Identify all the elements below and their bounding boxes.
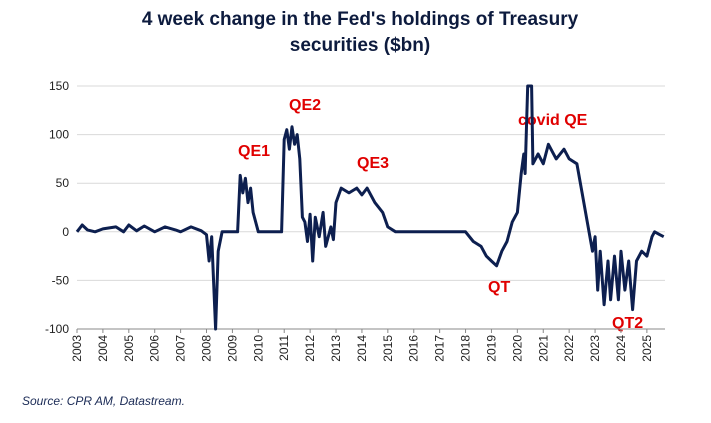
- y-tick-label: 0: [62, 225, 69, 239]
- annotation: QT: [488, 279, 510, 296]
- chart-title: securities ($bn): [290, 35, 430, 56]
- x-tick-label: 2018: [459, 335, 473, 362]
- x-tick-label: 2024: [614, 335, 628, 362]
- x-tick-label: 2009: [225, 335, 239, 362]
- x-tick-label: 2007: [174, 335, 188, 362]
- annotation: QT2: [612, 315, 643, 332]
- x-tick-label: 2023: [588, 335, 602, 362]
- x-tick-label: 2016: [407, 335, 421, 362]
- y-tick-label: -100: [45, 322, 69, 336]
- y-tick-label: -50: [52, 273, 70, 287]
- x-tick-label: 2015: [381, 335, 395, 362]
- x-tick-label: 2013: [329, 335, 343, 362]
- annotation: QE2: [289, 97, 321, 114]
- y-tick-label: 100: [49, 128, 69, 142]
- y-tick-label: 50: [56, 176, 70, 190]
- y-tick-label: 150: [49, 79, 69, 93]
- x-tick-label: 2019: [484, 335, 498, 362]
- source: Source: CPR AM, Datastream.: [22, 394, 185, 408]
- x-tick-label: 2011: [277, 335, 291, 361]
- x-tick-label: 2003: [70, 335, 84, 362]
- chart-title: 4 week change in the Fed's holdings of T…: [142, 9, 579, 30]
- annotation: QE3: [357, 155, 389, 172]
- x-tick-label: 2014: [355, 335, 369, 362]
- x-tick-label: 2010: [251, 335, 265, 362]
- x-tick-label: 2017: [433, 335, 447, 362]
- x-tick-label: 2022: [562, 335, 576, 362]
- x-tick-label: 2020: [510, 335, 524, 362]
- x-tick-label: 2005: [122, 335, 136, 362]
- annotation: QE1: [238, 143, 270, 160]
- x-tick-label: 2025: [640, 335, 654, 362]
- annotation: covid QE: [518, 112, 588, 129]
- x-tick-label: 2006: [148, 335, 162, 362]
- x-tick-label: 2008: [200, 335, 214, 362]
- x-tick-label: 2021: [536, 335, 550, 362]
- x-tick-label: 2012: [303, 335, 317, 362]
- x-tick-label: 2004: [96, 335, 110, 362]
- line: [75, 84, 665, 331]
